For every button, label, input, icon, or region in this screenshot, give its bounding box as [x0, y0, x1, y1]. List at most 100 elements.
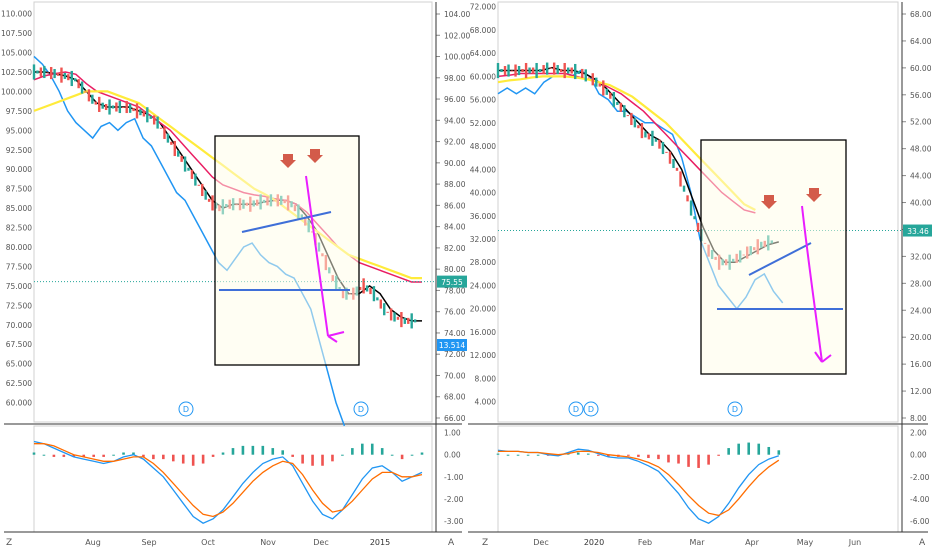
y-tick-label-right: 70.00: [444, 371, 466, 380]
candle: [177, 150, 180, 157]
y-tick-label-left: 56.000: [470, 96, 496, 105]
y-tick-label-left: 60.000: [470, 72, 496, 81]
macd-histogram-bar: [687, 454, 690, 467]
y-tick-label-right: 44.00: [910, 172, 932, 181]
macd-tick-label: -2.00: [910, 473, 930, 482]
candle: [595, 77, 598, 87]
y-tick-label-right: 84.00: [444, 223, 466, 232]
candle: [647, 133, 651, 140]
main-frame: [33, 1, 433, 423]
macd-histogram-bar: [717, 454, 720, 456]
candle: [668, 151, 672, 164]
candle: [612, 92, 616, 108]
y-tick-label-right: 88.00: [444, 180, 466, 189]
candle: [379, 299, 382, 309]
trendline[interactable]: [748, 242, 812, 276]
candle: [696, 222, 700, 232]
candle: [98, 96, 101, 112]
dividend-marker[interactable]: [178, 401, 194, 417]
last-price-badge[interactable]: [903, 224, 932, 237]
left-corner-label: Z: [6, 538, 12, 548]
dividend-marker[interactable]: [583, 401, 599, 417]
macd-histogram-bar: [341, 454, 344, 456]
y-tick-label-left: 40.000: [470, 189, 496, 198]
macd-histogram-bar: [667, 454, 670, 463]
y-tick-label-left: 60.000: [6, 399, 32, 408]
macd-histogram-bar: [757, 443, 761, 455]
y-tick-label-left: 8.000: [475, 374, 497, 383]
candle: [80, 81, 84, 94]
macd-histogram-bar: [576, 452, 580, 455]
macd-histogram-bar: [737, 443, 740, 455]
macd-line: [497, 448, 780, 524]
candle: [400, 312, 403, 328]
macd-histogram-bar: [637, 454, 640, 457]
y-tick-label-right: 60.00: [910, 64, 932, 73]
candle: [559, 69, 563, 73]
y-tick-label-left: 75.000: [6, 282, 32, 291]
macd-histogram-bar: [142, 454, 145, 457]
macd-histogram-bar: [707, 454, 710, 465]
candle: [626, 115, 630, 117]
y-tick-label-left: 32.000: [470, 235, 496, 244]
dividend-marker[interactable]: [727, 401, 743, 417]
macd-tick-label: -1.00: [444, 473, 464, 482]
candle: [183, 156, 187, 172]
candle: [204, 190, 207, 200]
candle: [70, 70, 73, 87]
x-tick-label: Dec: [313, 538, 328, 547]
candle: [142, 110, 146, 117]
candle: [577, 70, 580, 74]
macd-histogram-bar: [657, 454, 660, 460]
projection-arrow[interactable]: [801, 205, 823, 363]
macd-histogram-bar: [596, 454, 600, 456]
candle: [152, 115, 156, 125]
candle: [39, 67, 43, 77]
last-price-badge[interactable]: [437, 275, 467, 288]
macd-histogram-bar: [747, 442, 751, 455]
macd-histogram-bar: [62, 454, 66, 457]
dividend-marker[interactable]: [568, 401, 584, 417]
candle: [74, 78, 77, 82]
projection-arrow[interactable]: [305, 175, 329, 337]
annotation-box[interactable]: [214, 135, 360, 366]
macd-signal-line: [498, 450, 780, 517]
candle: [53, 69, 56, 79]
macd-histogram-bar: [221, 452, 225, 455]
candle: [135, 103, 139, 119]
candle: [197, 184, 201, 186]
macd-histogram-bar: [201, 454, 205, 464]
macd-signal-line: [34, 443, 423, 518]
y-tick-label-left: 52.000: [470, 119, 496, 128]
trendline[interactable]: [241, 211, 332, 233]
candle: [514, 64, 517, 77]
annotation-box[interactable]: [700, 139, 847, 375]
candle: [413, 319, 417, 323]
candle: [591, 73, 594, 86]
candle: [654, 138, 658, 142]
candle: [524, 62, 528, 79]
candle: [187, 167, 190, 171]
y-tick-label-right: 8.00: [910, 414, 927, 423]
candle: [190, 169, 194, 179]
y-tick-label-right: 92.00: [444, 138, 466, 147]
macd-histogram-bar: [112, 454, 115, 456]
candle: [132, 108, 135, 112]
y-tick-label-left: 92.500: [6, 146, 32, 155]
dividend-marker[interactable]: [353, 401, 369, 417]
candle: [633, 118, 637, 128]
x-tick-label: Aug: [85, 538, 101, 547]
candle: [56, 72, 60, 76]
candle: [211, 195, 214, 211]
macd-histogram-bar: [677, 454, 680, 464]
left-chart-panel[interactable]: 110.000 107.500 105.000 102.500 100.000 97.50…: [1, 1, 470, 547]
secondary-price-badge[interactable]: [437, 339, 467, 351]
y-tick-label-left: 16.000: [470, 328, 496, 337]
right-chart-panel[interactable]: 72.000 68.000 64.000 60.000 56.000 52.000 48.0…: [468, 1, 932, 547]
macd-histogram-bar: [410, 454, 414, 456]
candle: [101, 102, 104, 109]
y-tick-label-right: 96.00: [444, 95, 466, 104]
candle: [376, 297, 379, 301]
candle: [630, 112, 633, 126]
candle: [201, 183, 204, 197]
